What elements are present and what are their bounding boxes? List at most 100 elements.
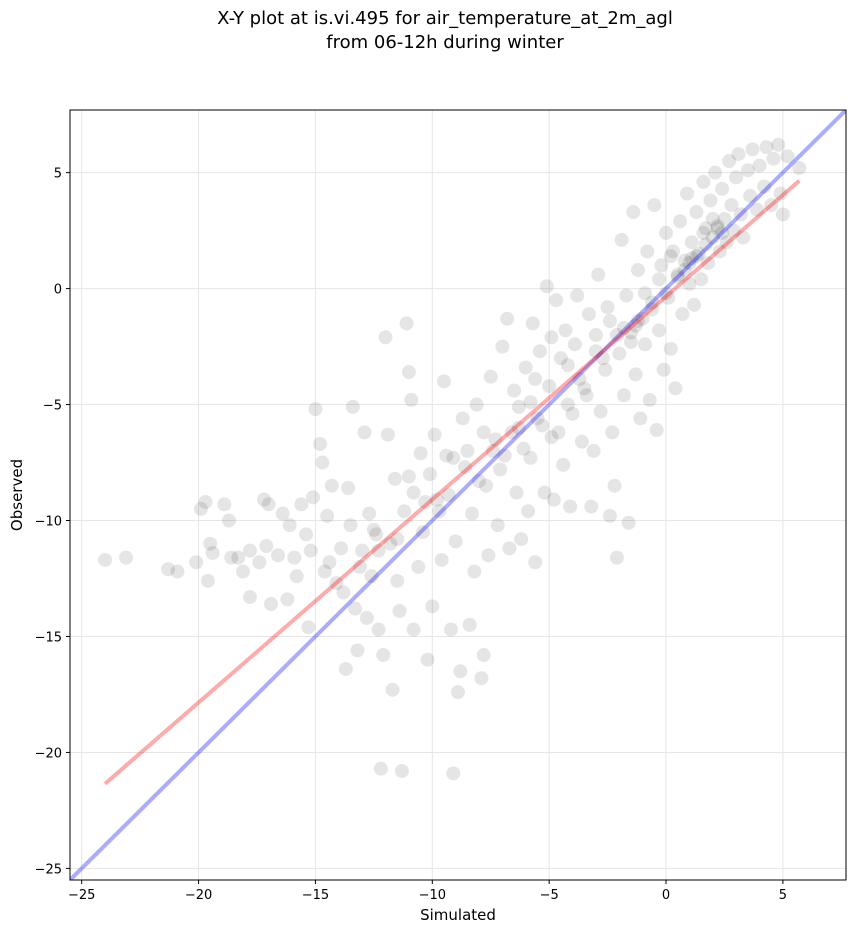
data-point	[546, 492, 561, 507]
data-point	[677, 253, 692, 268]
data-point	[242, 543, 257, 558]
data-point	[549, 293, 564, 308]
data-point	[280, 592, 295, 607]
x-tick-label: 0	[662, 888, 670, 903]
data-point	[198, 494, 213, 509]
x-tick-label: −20	[185, 888, 212, 903]
data-point	[479, 478, 494, 493]
y-tick-label: −20	[35, 746, 62, 761]
data-point	[551, 425, 566, 440]
data-point	[523, 450, 538, 465]
data-point	[511, 420, 526, 435]
data-point	[614, 232, 629, 247]
data-point	[469, 397, 484, 412]
data-point	[446, 766, 461, 781]
data-point	[394, 763, 409, 778]
data-point	[696, 174, 711, 189]
data-point	[766, 151, 781, 166]
regression-line	[103, 179, 801, 786]
data-point	[609, 327, 624, 342]
data-point	[411, 559, 426, 574]
data-point	[511, 399, 526, 414]
data-point	[612, 346, 627, 361]
data-point	[497, 448, 512, 463]
data-point	[659, 225, 674, 240]
data-point	[775, 207, 790, 222]
data-point	[427, 427, 442, 442]
y-axis-ticks: −25 −20 −15 −10 −5 0 5	[35, 167, 70, 877]
data-point	[189, 555, 204, 570]
data-point	[682, 276, 697, 291]
data-point	[715, 225, 730, 240]
data-point	[537, 485, 552, 500]
data-point	[605, 425, 620, 440]
data-point	[670, 269, 685, 284]
gridlines	[70, 110, 846, 880]
data-point	[530, 411, 545, 426]
data-point	[556, 457, 571, 472]
data-point	[560, 358, 575, 373]
data-point	[757, 179, 772, 194]
data-point	[514, 532, 529, 547]
data-point	[673, 214, 688, 229]
data-point	[422, 467, 437, 482]
data-point	[205, 545, 220, 560]
data-point	[231, 550, 246, 565]
y-axis-label: Observed	[8, 459, 26, 531]
data-point	[483, 369, 498, 384]
data-point	[378, 330, 393, 345]
x-tick-label: 5	[779, 888, 787, 903]
data-point	[649, 423, 664, 438]
data-point	[719, 235, 734, 250]
data-point	[668, 381, 683, 396]
data-point	[528, 555, 543, 570]
data-point	[161, 562, 176, 577]
data-point	[451, 685, 465, 700]
data-point	[563, 499, 578, 514]
data-point	[645, 302, 659, 317]
data-point	[455, 411, 470, 426]
data-point	[579, 388, 594, 403]
data-point	[652, 272, 667, 287]
data-point	[119, 550, 134, 565]
data-point	[420, 652, 435, 667]
data-point	[343, 518, 358, 533]
data-point	[701, 256, 716, 271]
data-point	[490, 518, 505, 533]
data-point	[544, 330, 559, 345]
data-point	[616, 388, 631, 403]
data-point	[743, 188, 758, 203]
data-point	[663, 249, 678, 264]
data-point	[570, 288, 585, 303]
data-point	[595, 351, 610, 366]
data-point	[376, 648, 391, 663]
data-point	[689, 249, 704, 264]
data-point	[401, 469, 416, 484]
data-point	[460, 443, 475, 458]
y-tick-label: −25	[35, 862, 62, 877]
data-point	[764, 198, 779, 213]
data-point	[432, 504, 447, 519]
data-point	[684, 235, 699, 250]
data-point	[661, 290, 676, 305]
data-point	[390, 532, 405, 547]
data-point	[607, 478, 622, 493]
data-point	[224, 550, 239, 565]
data-point	[308, 402, 323, 417]
x-tick-label: −5	[540, 888, 559, 903]
data-point	[294, 497, 309, 512]
data-point	[476, 425, 491, 440]
data-point	[628, 318, 643, 333]
data-point	[313, 436, 328, 451]
data-point	[623, 334, 638, 349]
data-point	[271, 548, 286, 563]
data-point	[387, 471, 402, 486]
data-point	[792, 160, 807, 175]
data-point	[345, 399, 360, 414]
data-point	[502, 541, 517, 556]
data-point	[481, 548, 496, 563]
data-point	[415, 525, 430, 540]
data-point	[581, 307, 596, 322]
data-point	[282, 518, 297, 533]
